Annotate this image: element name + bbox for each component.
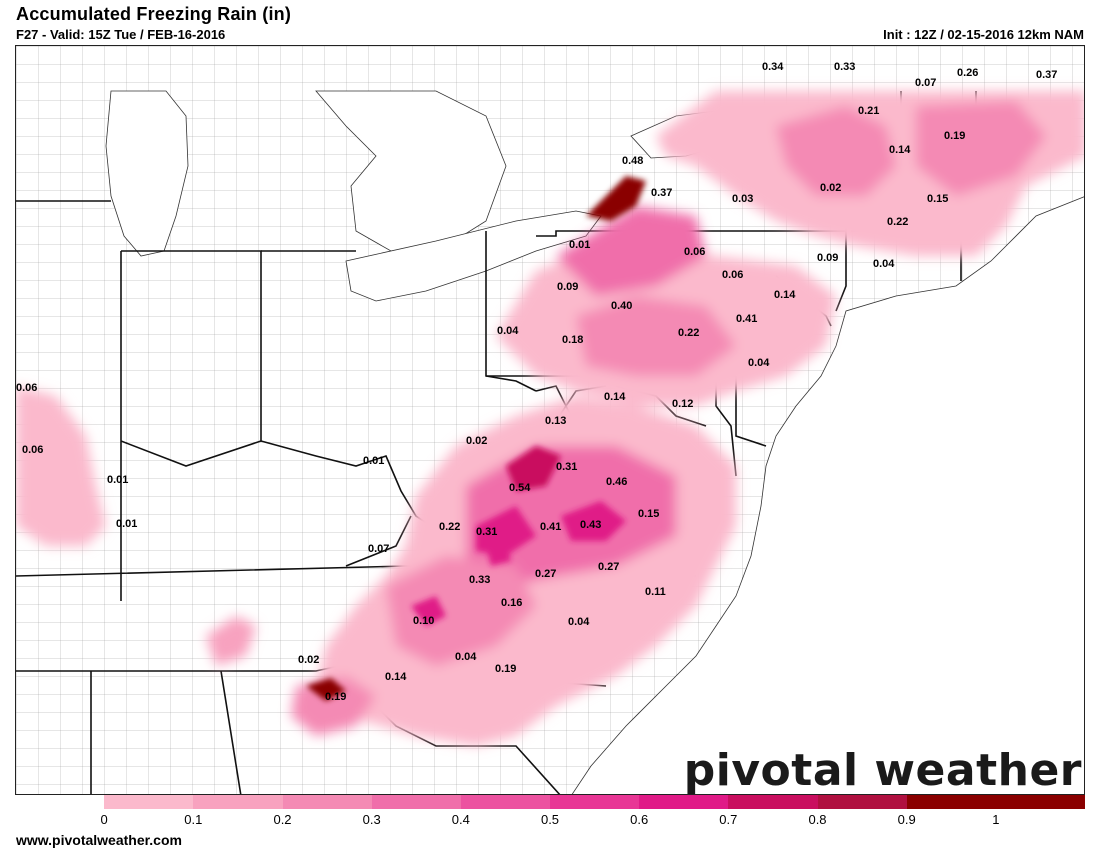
value-label: 0.19	[495, 663, 516, 675]
precip-shading	[16, 91, 1084, 746]
pivotal-weather-logo: pivotal weather	[683, 745, 1082, 796]
value-label: 0.10	[413, 615, 434, 627]
map-canvas: 0.34 0.33 0.07 0.26 0.37 0.21 0.19 0.14 …	[16, 46, 1084, 794]
value-label: 0.07	[915, 77, 936, 89]
colorbar-swatch	[817, 795, 907, 809]
colorbar-swatch	[728, 795, 818, 809]
value-label: 0.09	[817, 252, 838, 264]
value-label: 0.06	[684, 246, 705, 258]
value-label: 0.26	[957, 67, 978, 79]
value-label: 0.01	[569, 239, 590, 251]
colorbar-tick-label: 0.8	[808, 812, 827, 827]
colorbar-swatch	[460, 795, 551, 809]
value-label: 0.48	[622, 155, 643, 167]
value-label: 0.54	[509, 482, 531, 494]
colorbar-tick-label: 0.4	[451, 812, 470, 827]
init-time: Init : 12Z / 02-15-2016 12km NAM	[883, 27, 1084, 42]
value-label: 0.14	[604, 391, 626, 403]
value-label: 0.16	[501, 597, 522, 609]
colorbar-tick-label: 0	[100, 812, 108, 827]
value-label: 0.02	[298, 654, 319, 666]
colorbar-swatch	[193, 795, 283, 809]
value-label: 0.40	[611, 300, 632, 312]
colorbar-tick-label: 1	[992, 812, 1000, 827]
value-label: 0.04	[748, 357, 770, 369]
value-label: 0.22	[887, 216, 908, 228]
colorbar-swatch	[995, 795, 1086, 809]
value-label: 0.01	[363, 455, 384, 467]
value-label: 0.12	[672, 398, 693, 410]
value-labels: 0.34 0.33 0.07 0.26 0.37 0.21 0.19 0.14 …	[16, 61, 1057, 703]
colorbar-swatch	[639, 795, 729, 809]
value-label: 0.31	[476, 526, 497, 538]
value-label: 0.09	[557, 281, 578, 293]
value-label: 0.27	[535, 568, 556, 580]
value-label: 0.22	[439, 521, 460, 533]
colorbar-tick-label: 0.1	[184, 812, 203, 827]
colorbar-tick-label: 0.9	[897, 812, 916, 827]
colorbar-swatch	[550, 795, 640, 809]
value-label: 0.06	[16, 382, 37, 394]
value-label: 0.46	[606, 476, 627, 488]
value-label: 0.34	[762, 61, 784, 73]
colorbar-ticks: 0 0.1 0.2 0.3 0.4 0.5 0.6 0.7 0.8 0.9 1	[15, 812, 1085, 828]
value-label: 0.04	[497, 325, 519, 337]
colorbar-tick-label: 0.5	[540, 812, 560, 827]
colorbar-tick-label: 0.2	[273, 812, 292, 827]
value-label: 0.37	[651, 187, 672, 199]
value-label: 0.14	[385, 671, 407, 683]
value-label: 0.04	[568, 616, 590, 628]
value-label: 0.06	[722, 269, 743, 281]
value-label: 0.43	[580, 519, 601, 531]
atlantic-ocean	[571, 196, 1084, 794]
precip-core	[306, 176, 646, 701]
map-title: Accumulated Freezing Rain (in)	[16, 4, 292, 24]
colorbar-swatch	[282, 795, 372, 809]
value-label: 0.01	[116, 518, 137, 530]
value-label: 0.01	[107, 474, 128, 486]
value-label: 0.21	[858, 105, 879, 117]
value-label: 0.14	[889, 144, 911, 156]
map-panel: 0.34 0.33 0.07 0.26 0.37 0.21 0.19 0.14 …	[15, 45, 1085, 795]
colorbar-swatch	[371, 795, 461, 809]
colorbar-tick-label: 0.6	[630, 812, 649, 827]
valid-time: F27 - Valid: 15Z Tue / FEB-16-2016	[16, 27, 226, 42]
value-label: 0.33	[834, 61, 855, 73]
value-label: 0.14	[774, 289, 796, 301]
lake-erie	[345, 210, 602, 302]
value-label: 0.02	[820, 182, 841, 194]
value-label: 0.37	[1036, 69, 1057, 81]
value-label: 0.15	[927, 193, 948, 205]
value-label: 0.04	[455, 651, 477, 663]
value-label: 0.41	[736, 313, 757, 325]
value-label: 0.15	[638, 508, 659, 520]
colorbar-swatch	[906, 795, 996, 809]
colorbar	[15, 795, 1086, 809]
value-label: 0.04	[873, 258, 895, 270]
value-label: 0.11	[645, 586, 666, 598]
value-label: 0.41	[540, 521, 561, 533]
value-label: 0.03	[732, 193, 753, 205]
value-label: 0.13	[545, 415, 566, 427]
value-label: 0.02	[466, 435, 487, 447]
colorbar-swatch	[104, 795, 194, 809]
colorbar-swatch	[15, 795, 105, 809]
value-label: 0.19	[325, 691, 346, 703]
value-label: 0.31	[556, 461, 577, 473]
value-label: 0.22	[678, 327, 699, 339]
value-label: 0.18	[562, 334, 583, 346]
colorbar-tick-label: 0.7	[719, 812, 738, 827]
value-label: 0.33	[469, 574, 490, 586]
footer-url: www.pivotalweather.com	[16, 832, 182, 848]
value-label: 0.27	[598, 561, 619, 573]
value-label: 0.06	[22, 444, 43, 456]
colorbar-tick-label: 0.3	[362, 812, 381, 827]
value-label: 0.07	[368, 543, 389, 555]
water-bodies	[105, 90, 1084, 794]
value-label: 0.19	[944, 130, 965, 142]
